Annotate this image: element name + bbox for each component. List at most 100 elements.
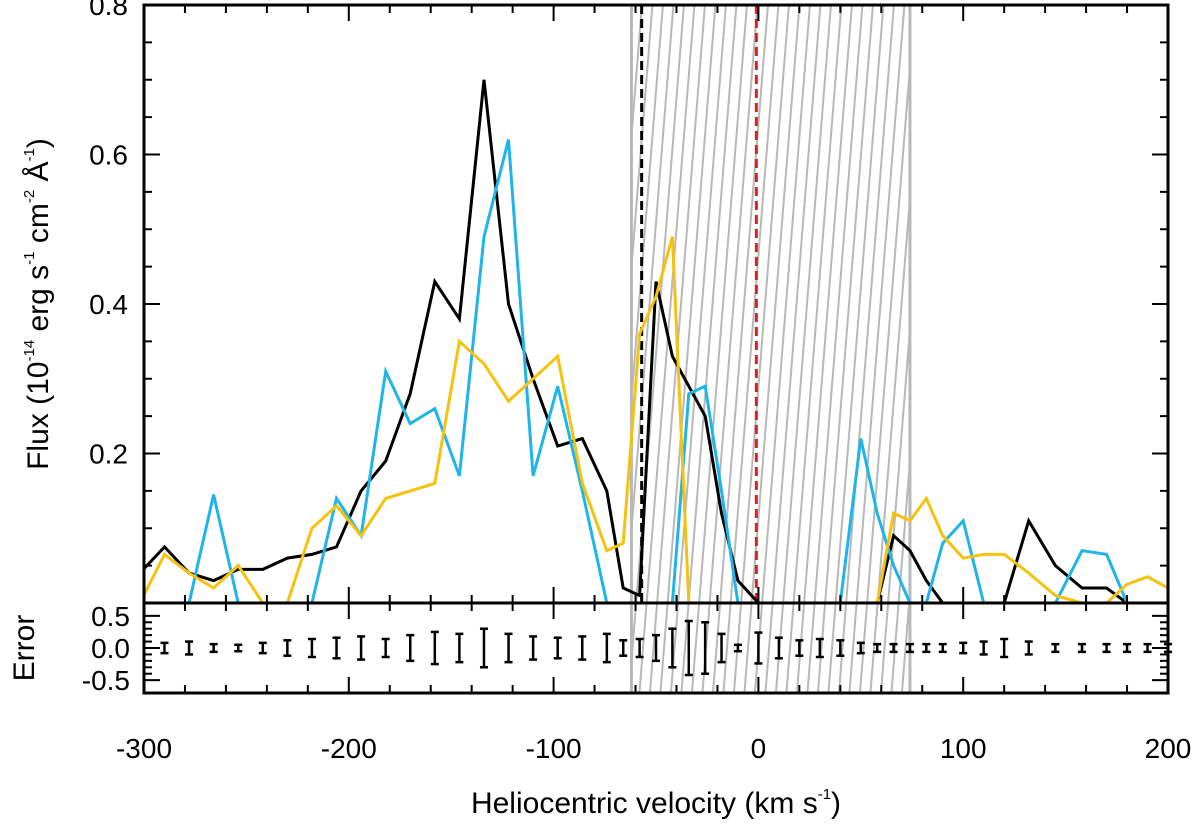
x-tick-label: -100 bbox=[526, 733, 582, 764]
hatch-line bbox=[795, 4, 853, 694]
error-bar bbox=[938, 642, 947, 654]
flux-label-suffix: ) bbox=[22, 138, 55, 148]
shaded-exclusion-band bbox=[629, 4, 912, 694]
error-bar bbox=[406, 633, 415, 663]
error-bar bbox=[381, 637, 390, 659]
hatch-line bbox=[659, 4, 717, 694]
hatch-line bbox=[638, 4, 696, 694]
error-bar bbox=[553, 636, 562, 660]
axis-ticks bbox=[143, 4, 1169, 693]
y-axis-title-error: Error bbox=[8, 615, 41, 682]
error-bar bbox=[185, 640, 194, 656]
error-bar bbox=[836, 639, 845, 657]
error-bar bbox=[774, 636, 783, 660]
error-bar bbox=[856, 641, 865, 655]
hatch-line bbox=[879, 329, 911, 694]
hatch-line bbox=[785, 4, 843, 694]
hatch-line bbox=[669, 4, 727, 694]
x-tick-label: 100 bbox=[940, 733, 987, 764]
hatch-line bbox=[711, 4, 769, 694]
y-tick-label-bottom: -0.5 bbox=[82, 665, 130, 696]
hatch-line bbox=[848, 4, 906, 694]
flux-label-erg: erg s bbox=[22, 265, 55, 340]
flux-label-exp2: -1 bbox=[21, 251, 38, 264]
error-bar bbox=[905, 642, 914, 654]
hatch-line bbox=[732, 4, 790, 694]
hatch-line bbox=[743, 4, 801, 694]
x-tick-label: -300 bbox=[116, 733, 172, 764]
flux-series bbox=[144, 79, 1168, 603]
error-bar bbox=[332, 636, 341, 660]
error-bar bbox=[578, 635, 587, 661]
hatch-line bbox=[630, 4, 664, 400]
flux-label-exp3: -2 bbox=[21, 190, 38, 203]
hatch-line bbox=[764, 4, 822, 694]
error-bar bbox=[1077, 642, 1086, 654]
error-bar bbox=[701, 621, 710, 675]
x-axis-title-main: Heliocentric velocity (km s bbox=[471, 787, 818, 820]
error-bar bbox=[357, 635, 366, 661]
error-bar bbox=[922, 642, 931, 654]
hatch-line bbox=[630, 4, 675, 531]
error-bar bbox=[733, 643, 742, 653]
flux-label-exp1: -14 bbox=[21, 340, 38, 362]
error-bar bbox=[283, 639, 292, 657]
error-bar bbox=[795, 639, 804, 657]
y-tick-label-top: 0.6 bbox=[89, 140, 128, 171]
error-bars bbox=[160, 619, 1172, 677]
error-bar bbox=[1051, 642, 1060, 654]
error-bar bbox=[754, 631, 763, 665]
error-bar bbox=[479, 627, 488, 669]
hatch-line bbox=[690, 4, 748, 694]
velocity-marker-lines bbox=[640, 5, 758, 603]
flux-series-line-3 bbox=[144, 236, 1168, 603]
error-bar bbox=[602, 632, 611, 664]
x-tick-label: -200 bbox=[321, 733, 377, 764]
x-tick-labels: -300 -200 -100 0 100 200 bbox=[116, 733, 1191, 764]
band-hatch bbox=[630, 4, 911, 694]
error-bar bbox=[873, 642, 882, 654]
error-bar bbox=[209, 642, 218, 654]
hatch-line bbox=[890, 461, 911, 694]
error-bar bbox=[959, 641, 968, 655]
error-bar bbox=[1102, 642, 1111, 654]
hatch-line bbox=[869, 198, 911, 694]
error-bar bbox=[979, 640, 988, 656]
x-axis-title-exp: -1 bbox=[818, 786, 831, 803]
hatch-line bbox=[827, 4, 885, 694]
hatch-line bbox=[722, 4, 780, 694]
hatch-line bbox=[816, 4, 874, 694]
error-bar bbox=[635, 637, 644, 659]
error-bar bbox=[889, 642, 898, 654]
y-tick-label-top: 0.8 bbox=[89, 0, 128, 21]
error-bar bbox=[529, 635, 538, 661]
x-axis-title: Heliocentric velocity (km s-1) bbox=[471, 786, 841, 820]
x-tick-label: 200 bbox=[1145, 733, 1192, 764]
hatch-line bbox=[806, 4, 864, 694]
hatch-line bbox=[680, 4, 738, 694]
error-bar bbox=[1024, 640, 1033, 656]
y-tick-labels-top: 0.2 0.4 0.6 0.8 bbox=[89, 0, 128, 470]
error-bar bbox=[455, 632, 464, 664]
error-bar bbox=[717, 632, 726, 664]
error-bar bbox=[1143, 642, 1152, 654]
y-tick-label-top: 0.4 bbox=[89, 289, 128, 320]
hatch-line bbox=[701, 4, 759, 694]
flux-series-line-1 bbox=[144, 79, 1168, 603]
y-tick-label-bottom: 0.5 bbox=[91, 601, 130, 632]
flux-label-cm: cm bbox=[22, 203, 55, 251]
flux-label-exp4: -1 bbox=[21, 148, 38, 161]
flux-series-line-2 bbox=[144, 139, 1168, 603]
error-bar bbox=[258, 641, 267, 655]
y-axis-title-flux: Flux (10-14 erg s-1 cm-2 Å-1) bbox=[21, 138, 55, 470]
error-bar bbox=[668, 627, 677, 669]
flux-label-prefix: Flux (10 bbox=[22, 362, 55, 470]
error-bar bbox=[430, 630, 439, 666]
x-tick-label: 0 bbox=[751, 733, 767, 764]
error-bar bbox=[504, 632, 513, 664]
hatch-line bbox=[753, 4, 811, 694]
error-bar bbox=[684, 619, 693, 677]
error-bar bbox=[815, 637, 824, 659]
